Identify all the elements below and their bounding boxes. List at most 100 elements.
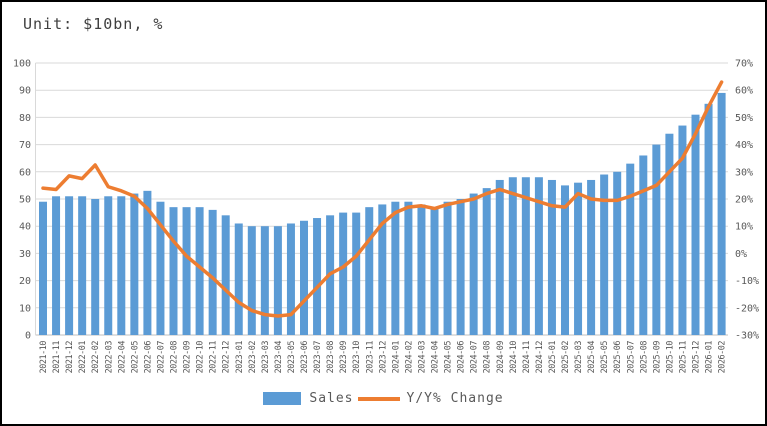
sales-bar-2025-08 bbox=[639, 155, 648, 335]
sales-bar-2024-07 bbox=[469, 193, 478, 335]
sales-bar-2024-03 bbox=[417, 204, 426, 335]
sales-bar-2025-11 bbox=[678, 125, 687, 335]
sales-bar-2021-11 bbox=[52, 196, 61, 335]
x-axis-label: 2025-04 bbox=[587, 341, 597, 374]
sales-bar-2022-06 bbox=[143, 190, 152, 335]
x-axis-label: 2022-03 bbox=[104, 341, 114, 374]
sales-legend-label: Sales bbox=[309, 391, 354, 406]
sales-bar-2025-07 bbox=[626, 163, 635, 335]
sales-bar-2021-12 bbox=[65, 196, 74, 335]
legend-item-yoy: Y/Y% Change bbox=[354, 391, 504, 406]
sales-bar-2025-02 bbox=[561, 185, 569, 335]
sales-bar-2024-08 bbox=[482, 188, 491, 335]
sales-bar-2022-12 bbox=[221, 215, 230, 335]
x-axis-label: 2026-01 bbox=[705, 341, 715, 374]
left-axis-tick-label: 90 bbox=[19, 86, 31, 97]
x-axis-label: 2022-01 bbox=[78, 341, 88, 374]
sales-bar-2024-02 bbox=[404, 201, 413, 335]
sales-bar-2025-06 bbox=[613, 171, 622, 335]
left-axis-tick-label: 60 bbox=[19, 167, 31, 178]
right-axis-tick-label: 30% bbox=[735, 167, 753, 178]
x-axis-label: 2022-09 bbox=[183, 341, 193, 374]
x-axis-label: 2023-02 bbox=[248, 341, 258, 374]
sales-bar-2024-09 bbox=[495, 179, 504, 335]
sales-bar-2022-10 bbox=[195, 207, 204, 335]
chart-title: Unit: $10bn, % bbox=[23, 15, 164, 33]
sales-bar-2022-09 bbox=[182, 207, 191, 335]
sales-bar-2024-05 bbox=[443, 201, 452, 335]
legend-item-sales: Sales bbox=[263, 391, 353, 406]
x-axis-label: 2024-05 bbox=[444, 341, 454, 374]
sales-bar-2023-12 bbox=[378, 204, 387, 335]
left-axis-tick-label: 40 bbox=[19, 222, 31, 233]
x-axis-label: 2022-08 bbox=[170, 341, 180, 374]
x-axis-label: 2024-11 bbox=[522, 341, 532, 374]
x-axis-label: 2025-08 bbox=[639, 341, 649, 374]
sales-bar-2023-09 bbox=[339, 212, 348, 335]
sales-bar-2022-03 bbox=[104, 196, 113, 335]
x-axis-label: 2023-07 bbox=[313, 341, 323, 374]
x-axis-label: 2023-05 bbox=[287, 341, 297, 374]
x-axis-label: 2022-12 bbox=[222, 341, 232, 374]
sales-bar-2022-04 bbox=[117, 196, 126, 335]
sales-bar-2026-02 bbox=[717, 92, 726, 335]
sales-bar-2025-01 bbox=[547, 179, 556, 335]
right-axis-tick-label: -20% bbox=[735, 303, 759, 314]
right-axis-tick-label: 60% bbox=[735, 86, 753, 97]
sales-bar-2023-06 bbox=[300, 220, 308, 335]
x-axis-label: 2022-07 bbox=[156, 341, 166, 374]
x-axis-label: 2022-10 bbox=[196, 341, 206, 374]
sales-bar-2024-01 bbox=[391, 201, 400, 335]
x-axis-label: 2023-06 bbox=[300, 341, 310, 374]
chart-legend: Sales Y/Y% Change bbox=[2, 391, 765, 406]
sales-bar-2023-10 bbox=[352, 212, 361, 335]
x-axis-label: 2022-11 bbox=[209, 341, 219, 374]
sales-bar-2021-10 bbox=[39, 201, 47, 335]
x-axis-label: 2025-05 bbox=[600, 341, 610, 374]
x-axis-label: 2025-02 bbox=[561, 341, 571, 374]
right-axis-tick-label: -10% bbox=[735, 276, 759, 287]
left-axis-tick-label: 0 bbox=[25, 331, 31, 342]
left-axis-tick-label: 100 bbox=[13, 59, 31, 70]
x-axis-label: 2024-12 bbox=[535, 341, 545, 374]
x-axis-label: 2024-09 bbox=[496, 341, 506, 374]
x-axis-label: 2022-02 bbox=[91, 341, 101, 374]
sales-swatch-icon bbox=[263, 392, 302, 405]
x-axis-label: 2025-11 bbox=[678, 341, 688, 374]
yoy-legend-label: Y/Y% Change bbox=[406, 391, 504, 406]
x-axis-label: 2023-08 bbox=[326, 341, 336, 374]
x-axis-label: 2022-04 bbox=[117, 341, 127, 374]
x-axis-label: 2024-07 bbox=[470, 341, 480, 374]
right-axis-tick-label: 10% bbox=[735, 222, 753, 233]
x-axis-label: 2025-12 bbox=[692, 341, 702, 374]
sales-bar-2023-01 bbox=[234, 223, 243, 335]
x-axis-label: 2025-03 bbox=[574, 341, 584, 374]
sales-bar-2022-07 bbox=[156, 201, 165, 335]
x-axis-label: 2021-10 bbox=[39, 341, 49, 374]
sales-bar-2024-04 bbox=[430, 207, 439, 335]
x-axis-label: 2023-12 bbox=[378, 341, 388, 374]
right-axis-tick-label: 70% bbox=[735, 59, 753, 70]
x-axis-label: 2025-01 bbox=[548, 341, 558, 374]
right-axis-tick-label: 50% bbox=[735, 113, 753, 124]
right-axis-tick-label: -30% bbox=[735, 331, 759, 342]
sales-bar-2024-06 bbox=[456, 199, 465, 335]
x-axis-label: 2025-10 bbox=[665, 341, 675, 374]
sales-bar-2025-04 bbox=[587, 179, 596, 335]
left-axis-tick-label: 30 bbox=[19, 249, 31, 260]
x-axis-label: 2023-01 bbox=[235, 341, 245, 374]
x-axis-label: 2024-03 bbox=[417, 341, 427, 374]
sales-bar-2023-11 bbox=[365, 207, 374, 335]
sales-bar-2023-03 bbox=[260, 226, 269, 335]
sales-bar-2024-10 bbox=[508, 177, 517, 335]
sales-bar-2023-02 bbox=[247, 226, 256, 335]
right-axis-tick-label: 0% bbox=[735, 249, 747, 260]
sales-bar-2025-10 bbox=[665, 133, 674, 335]
right-axis-tick-label: 40% bbox=[735, 140, 753, 151]
sales-bar-2026-01 bbox=[704, 103, 713, 335]
sales-bar-2025-09 bbox=[652, 144, 661, 335]
sales-bar-2024-11 bbox=[521, 177, 530, 335]
sales-bar-2025-03 bbox=[574, 182, 583, 335]
left-axis-tick-label: 80 bbox=[19, 113, 31, 124]
